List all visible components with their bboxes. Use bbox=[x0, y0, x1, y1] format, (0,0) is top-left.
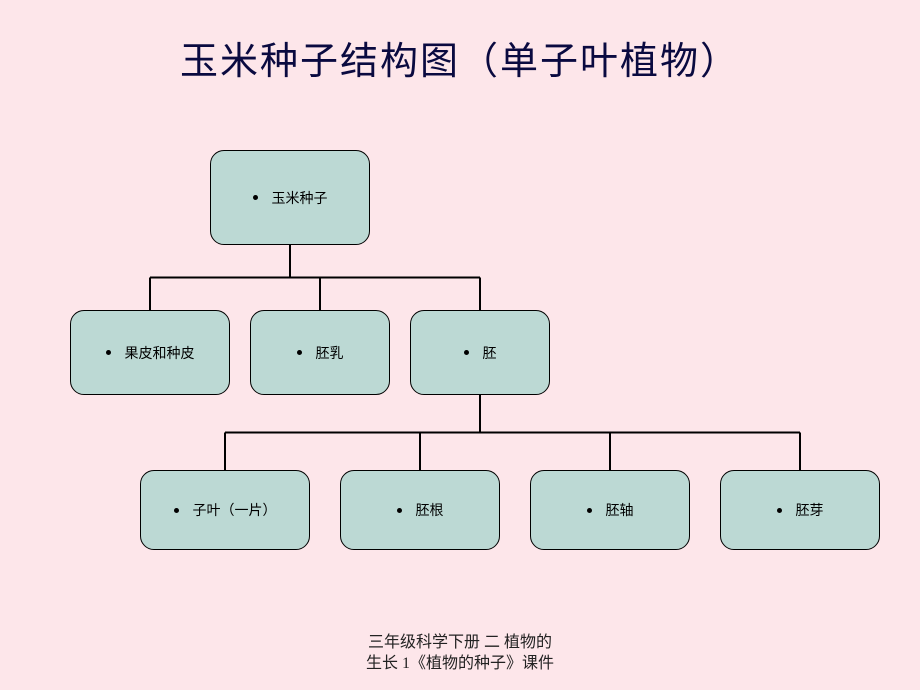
footer-line-1: 三年级科学下册 二 植物的 bbox=[0, 632, 920, 654]
tree-node: 胚乳 bbox=[250, 310, 390, 395]
bullet-icon bbox=[587, 508, 592, 513]
tree-node-label: 胚 bbox=[483, 343, 497, 363]
bullet-icon bbox=[464, 350, 469, 355]
tree-node-label: 果皮和种皮 bbox=[125, 343, 195, 363]
tree-node: 胚 bbox=[410, 310, 550, 395]
tree-node: 胚芽 bbox=[720, 470, 880, 550]
tree-node: 果皮和种皮 bbox=[70, 310, 230, 395]
footer-caption: 三年级科学下册 二 植物的 生长 1《植物的种子》课件 bbox=[0, 632, 920, 675]
tree-node-label: 玉米种子 bbox=[272, 188, 328, 208]
tree-node-label: 胚乳 bbox=[316, 343, 344, 363]
bullet-icon bbox=[174, 508, 179, 513]
tree-node: 玉米种子 bbox=[210, 150, 370, 245]
bullet-icon bbox=[106, 350, 111, 355]
tree-node-label: 胚芽 bbox=[796, 500, 824, 520]
bullet-icon bbox=[253, 195, 258, 200]
tree-node-label: 胚根 bbox=[416, 500, 444, 520]
footer-line-2: 生长 1《植物的种子》课件 bbox=[0, 653, 920, 675]
tree-diagram: 玉米种子果皮和种皮 胚乳 胚子叶（一片） 胚根 胚轴 胚芽 bbox=[0, 150, 920, 570]
tree-node-label: 子叶（一片） bbox=[193, 500, 277, 520]
bullet-icon bbox=[397, 508, 402, 513]
tree-node: 胚轴 bbox=[530, 470, 690, 550]
page-title: 玉米种子结构图（单子叶植物） bbox=[0, 0, 920, 85]
bullet-icon bbox=[297, 350, 302, 355]
tree-node-label: 胚轴 bbox=[606, 500, 634, 520]
tree-node: 子叶（一片） bbox=[140, 470, 310, 550]
bullet-icon bbox=[777, 508, 782, 513]
tree-node: 胚根 bbox=[340, 470, 500, 550]
